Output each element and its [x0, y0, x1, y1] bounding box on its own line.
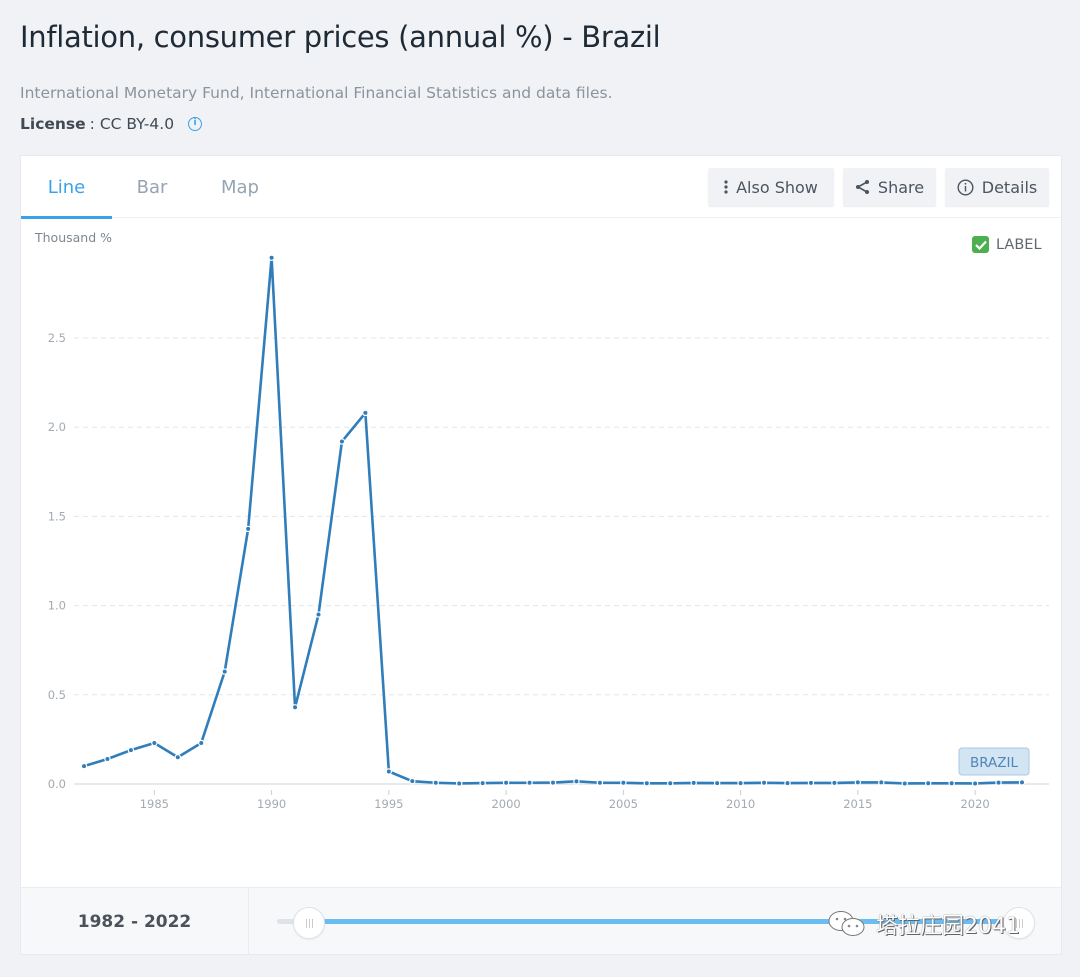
tab-bar[interactable]: Bar — [136, 176, 168, 198]
x-tick-label: 2020 — [960, 797, 989, 811]
label-toggle[interactable]: LABEL — [972, 236, 1042, 253]
info-icon[interactable]: i — [188, 117, 203, 131]
x-tick-label: 1990 — [257, 797, 286, 811]
data-point — [339, 439, 344, 444]
data-point — [691, 780, 696, 785]
range-label: 1982 - 2022 — [21, 888, 249, 955]
data-point — [762, 780, 767, 785]
vertical-dots-icon — [724, 180, 728, 194]
data-point — [808, 780, 813, 785]
badge-background — [958, 747, 1030, 776]
data-point — [832, 780, 837, 785]
watermark-text: 塔拉庄园2041 — [876, 914, 1020, 939]
checkmark-icon — [974, 240, 987, 250]
x-tick-label: 2005 — [609, 797, 638, 811]
data-point — [293, 705, 298, 710]
details-label: Details — [981, 177, 1038, 197]
share-button[interactable]: Share — [843, 168, 936, 206]
range-slider-end-handle[interactable] — [1003, 907, 1035, 939]
data-point — [597, 780, 602, 785]
data-point — [128, 748, 133, 753]
y-tick-label: 0.0 — [48, 777, 66, 791]
data-point — [199, 740, 204, 745]
data-point — [222, 669, 227, 674]
data-point — [363, 410, 368, 415]
license-line: License : CC BY-4.0 i — [20, 115, 203, 133]
x-tick-label: 1995 — [374, 797, 403, 811]
y-tick-label: 2.5 — [48, 331, 66, 345]
series-line — [83, 256, 1023, 785]
data-point — [1020, 780, 1024, 785]
data-point — [715, 781, 720, 786]
data-point — [386, 769, 391, 774]
label-checkbox[interactable] — [972, 236, 989, 253]
data-point — [855, 780, 860, 785]
range-slider-start-handle[interactable] — [293, 907, 325, 939]
data-point — [316, 612, 321, 617]
also-show-button[interactable]: Also Show — [708, 168, 834, 206]
data-point — [644, 781, 649, 786]
license-value: : CC BY-4.0 — [89, 115, 175, 133]
data-point — [996, 780, 1001, 785]
data-point — [246, 526, 251, 531]
data-source: International Monetary Fund, Internation… — [20, 84, 613, 102]
y-tick-label: 0.5 — [48, 688, 66, 702]
time-range-footer: 1982 - 2022 — [21, 887, 1061, 955]
data-point — [621, 780, 626, 785]
x-tick-label: 1985 — [140, 797, 169, 811]
also-show-label: Also Show — [736, 177, 818, 197]
data-point — [949, 781, 954, 786]
data-point — [105, 757, 110, 762]
data-point — [152, 740, 157, 745]
y-tick-label: 1.0 — [48, 599, 66, 613]
data-point — [504, 780, 509, 785]
data-point — [902, 781, 907, 786]
series-label: BRAZIL — [970, 755, 1019, 771]
data-point — [480, 781, 485, 786]
page-title: Inflation, consumer prices (annual %) - … — [20, 20, 661, 54]
x-tick-label: 2015 — [843, 797, 872, 811]
data-point — [574, 779, 579, 784]
y-tick-label: 1.5 — [48, 509, 66, 523]
details-button[interactable]: Details — [945, 168, 1049, 206]
data-point — [410, 779, 415, 784]
range-slider-track[interactable] — [277, 919, 1017, 924]
wechat-icon — [828, 911, 865, 936]
tab-line[interactable]: Line — [21, 156, 112, 219]
label-toggle-text: LABEL — [996, 236, 1042, 253]
data-point — [433, 780, 438, 785]
x-tick-label: 2000 — [491, 797, 520, 811]
data-point — [175, 755, 180, 760]
chart-card: Line Bar Map Also Show Share Details Tho… — [20, 155, 1062, 955]
tab-map[interactable]: Map — [221, 176, 259, 198]
x-tick-label: 2010 — [726, 797, 755, 811]
grip-icon — [305, 918, 313, 928]
data-point — [879, 780, 884, 785]
y-tick-label: 2.0 — [48, 420, 66, 434]
data-point — [668, 781, 673, 786]
data-point — [457, 781, 462, 786]
data-point — [926, 781, 931, 786]
data-point — [785, 781, 790, 786]
grip-icon — [1015, 918, 1023, 928]
chart-tabs: Line Bar Map Also Show Share Details — [21, 156, 1061, 219]
data-point — [738, 781, 743, 786]
data-point — [973, 781, 978, 786]
data-point — [527, 780, 532, 785]
data-point — [82, 764, 86, 769]
info-circle-icon — [957, 178, 974, 196]
data-point — [269, 255, 274, 260]
y-axis-unit: Thousand % — [35, 230, 113, 245]
share-label: Share — [877, 177, 925, 197]
data-point — [551, 780, 555, 785]
watermark: 塔拉庄园2041 — [826, 908, 1020, 940]
line-chart: 0.0 0.5 1.0 1.5 2.0 2.5 1985 1990 1995 2000 2005 20… — [48, 254, 1049, 811]
share-icon — [855, 180, 869, 194]
series-label-badge: BRAZIL — [958, 747, 1030, 776]
license-label: License — [20, 115, 86, 133]
range-slider-fill — [309, 919, 1009, 924]
